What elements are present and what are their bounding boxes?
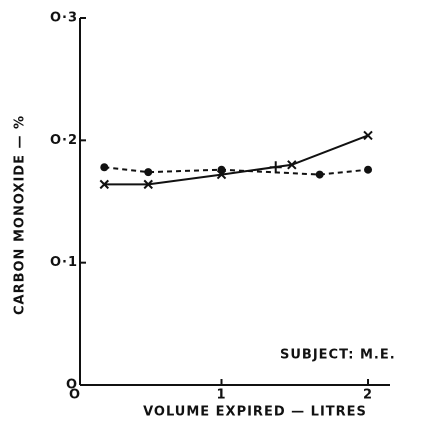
- point: [144, 168, 153, 177]
- point: [363, 130, 373, 141]
- x-tick-label: 1: [216, 388, 226, 403]
- y-tick-label: O·3: [50, 11, 78, 26]
- annotation: SUBJECT: M.E.: [280, 348, 396, 363]
- x-tick-label: 2: [363, 388, 373, 403]
- point: [364, 165, 373, 174]
- point: [287, 160, 297, 170]
- series-line: [104, 134, 369, 186]
- point: [143, 179, 153, 190]
- point: [315, 170, 324, 179]
- y-tick-label: O·1: [50, 255, 78, 270]
- x-axis-label: VOLUME EXPIRED — LITRES: [143, 405, 367, 420]
- x-tick-label: O: [69, 388, 81, 403]
- point: [216, 169, 227, 180]
- y-tick-label: O: [66, 378, 78, 393]
- point: [99, 179, 110, 190]
- y-tick-label: O·2: [50, 133, 78, 148]
- point: [100, 163, 109, 172]
- y-axis-label: CARBON MONOXIDE — %: [13, 115, 28, 315]
- point: [269, 161, 282, 174]
